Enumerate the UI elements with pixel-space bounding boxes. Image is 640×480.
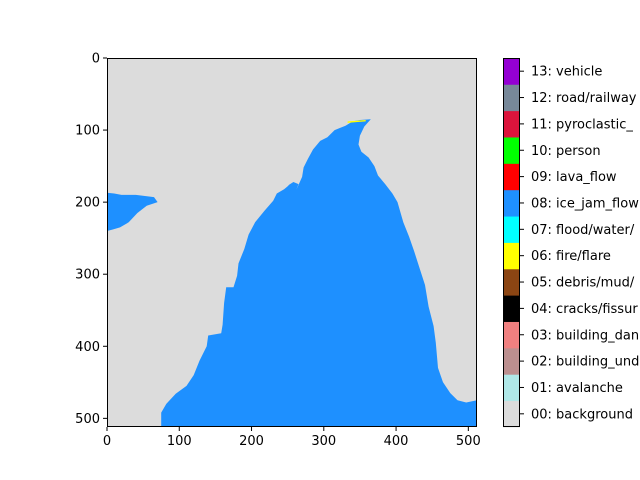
y-tick-label: 200 xyxy=(75,196,100,211)
region-2 xyxy=(280,189,292,200)
y-tick-label: 0 xyxy=(92,52,100,67)
colorbar-label: 05: debris/mud/ xyxy=(531,276,635,291)
colorbar-cell xyxy=(503,110,520,138)
colorbar-labels: 00: background 01: avalanche 02: building_… xyxy=(520,65,639,422)
x-tick-label: 200 xyxy=(239,434,264,449)
y-tick-label: 500 xyxy=(75,412,100,427)
region-1 xyxy=(107,192,158,231)
x-tick-label: 300 xyxy=(311,434,336,449)
x-axis-ticks: 0 100 200 300 400 500 xyxy=(103,427,481,449)
colorbar-cell xyxy=(503,321,520,349)
colorbar-label: 03: building_dan xyxy=(531,328,639,343)
colorbar-label: 11: pyroclastic_ xyxy=(531,117,633,132)
colorbar-cell xyxy=(503,137,520,164)
region-0 xyxy=(161,119,477,428)
colorbar-label: 08: ice_jam_flow xyxy=(531,196,639,211)
colorbar-label: 02: building_und xyxy=(531,355,639,370)
colorbar-cell xyxy=(503,400,520,428)
y-tick-label: 300 xyxy=(75,268,100,283)
y-tick-label: 100 xyxy=(75,124,100,139)
colorbar-cell xyxy=(503,374,520,402)
colorbar-cell xyxy=(503,242,520,270)
y-tick-label: 400 xyxy=(75,340,100,355)
colorbar-cells xyxy=(503,58,520,428)
region-layer xyxy=(107,119,477,428)
plot-frame xyxy=(107,58,477,427)
colorbar-legend: 00: background 01: avalanche 02: building_… xyxy=(503,58,639,428)
colorbar-cell xyxy=(503,347,520,375)
x-tick-label: 400 xyxy=(384,434,409,449)
colorbar-cell xyxy=(503,216,520,243)
colorbar-label: 06: fire/flare xyxy=(531,249,611,264)
colorbar-frame xyxy=(503,58,520,427)
x-tick-label: 0 xyxy=(103,434,111,449)
colorbar-label: 10: person xyxy=(531,144,601,159)
colorbar-cell xyxy=(503,58,520,85)
colorbar-label: 12: road/railway xyxy=(531,91,637,106)
colorbar-cell xyxy=(503,268,520,296)
colorbar-cell xyxy=(503,84,520,112)
colorbar-cell xyxy=(503,163,520,191)
colorbar-label: 04: cracks/fissur xyxy=(531,302,638,317)
x-tick-label: 100 xyxy=(167,434,192,449)
colorbar-cell xyxy=(503,295,520,322)
colorbar-label: 07: flood/water/ xyxy=(531,223,635,238)
colorbar-label: 00: background xyxy=(531,407,633,422)
colorbar-label: 09: lava_flow xyxy=(531,170,617,185)
colorbar-label: 01: avalanche xyxy=(531,381,623,396)
y-axis-ticks: 0 100 200 300 400 500 xyxy=(75,52,107,427)
x-tick-label: 500 xyxy=(456,434,481,449)
segmentation-heatmap: 0 100 200 300 400 500 0 100 200 300 400 500 xyxy=(75,52,481,450)
region-3 xyxy=(347,120,366,123)
colorbar-label: 13: vehicle xyxy=(531,65,602,80)
colorbar-cell xyxy=(503,189,520,217)
